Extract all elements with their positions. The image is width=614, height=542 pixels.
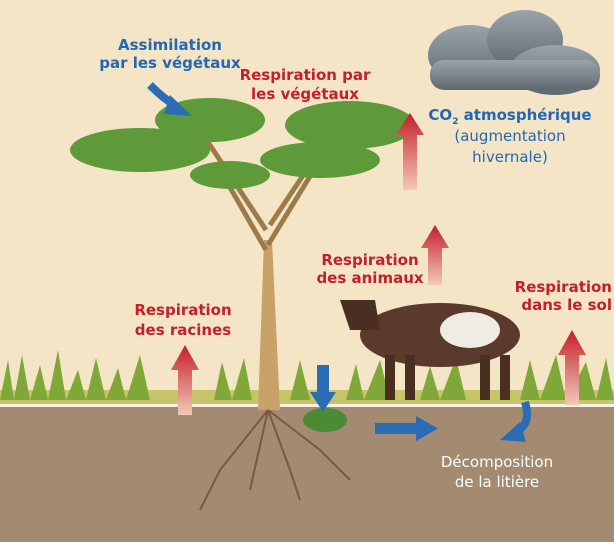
label: Respiration (515, 278, 612, 296)
label: de la litière (455, 473, 539, 491)
label: par les végétaux (99, 54, 241, 72)
label: Respiration (134, 301, 231, 319)
diagram: Assimilation par les végétaux Respiratio… (0, 0, 614, 542)
label: des animaux (316, 269, 423, 287)
label: (augmentation (454, 127, 565, 145)
label: Assimilation (118, 36, 222, 54)
label: Respiration par (240, 66, 371, 84)
co2: CO (428, 106, 452, 124)
label: Décomposition (441, 453, 553, 471)
label: hivernale) (472, 148, 548, 166)
label: les végétaux (251, 85, 359, 103)
co2-rest: atmosphérique (458, 106, 591, 124)
litter (303, 408, 347, 432)
label: dans le sol (521, 296, 612, 314)
label: Respiration (321, 251, 418, 269)
label: des racines (135, 321, 231, 339)
